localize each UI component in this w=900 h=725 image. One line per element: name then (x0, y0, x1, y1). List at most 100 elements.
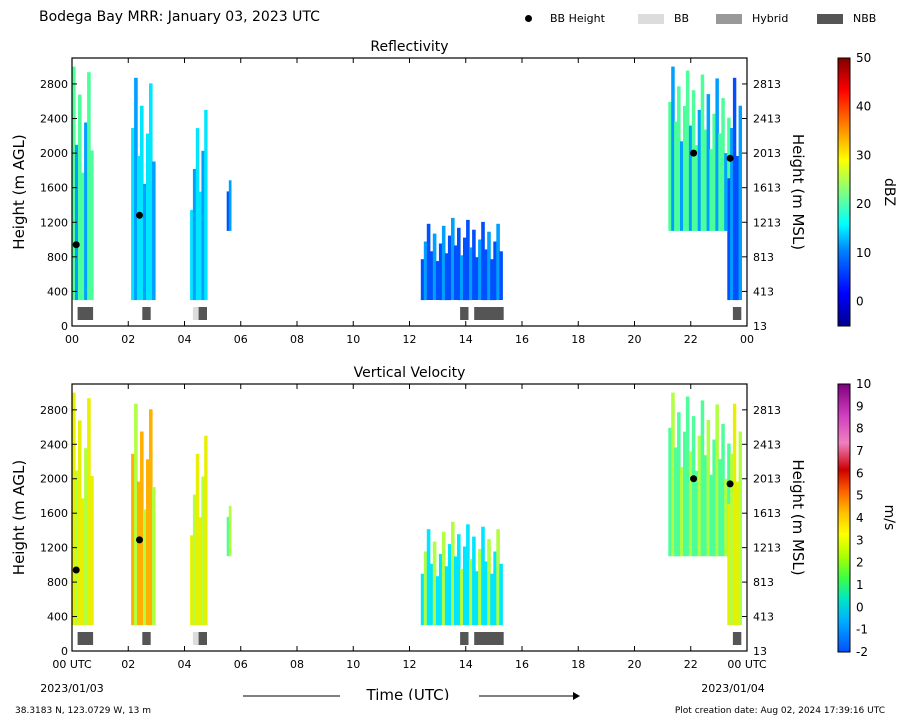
echo-strip (691, 90, 696, 231)
echo-strip (444, 253, 449, 301)
echo-strip (688, 125, 693, 231)
echo-strip (447, 235, 452, 301)
y-tick-label: 2000 (40, 473, 68, 486)
echo-strip (429, 563, 434, 626)
echo-strip (423, 241, 428, 301)
echo-strip (732, 77, 737, 301)
echo-strip (469, 558, 473, 626)
colorbar-tick-label: 0 (856, 295, 864, 309)
y2-tick-label: 1213 (753, 216, 781, 229)
y-axis-label: Height (m AGL) (10, 460, 28, 575)
chart-title: Reflectivity (370, 39, 448, 55)
echo-strip (677, 412, 681, 557)
echo-strip (435, 261, 440, 300)
y-tick-label: 2400 (40, 438, 68, 451)
echo-strip (688, 451, 693, 557)
y-tick-label: 2800 (40, 404, 68, 417)
bb-class-bar (460, 632, 469, 645)
echo-strip (691, 416, 696, 557)
y-tick-label: 1600 (40, 507, 68, 520)
x-axis-arrowhead (573, 692, 580, 700)
creation-date: Plot creation date: Aug 02, 2024 17:39:1… (674, 706, 885, 716)
echo-strip (426, 223, 431, 300)
echo-strip (195, 453, 200, 626)
echo-strip (201, 476, 205, 626)
bb-height-point (72, 241, 80, 249)
bb-class-bar (198, 307, 207, 320)
y-tick-label: 1200 (40, 542, 68, 555)
bb-height-marker-icon (525, 15, 532, 22)
colorbar-tick-label: 2 (856, 556, 864, 570)
colorbar-tick-label: 0 (856, 600, 864, 614)
echo-strip (727, 503, 731, 626)
echo-strip (715, 78, 719, 231)
bb-class-bar (732, 632, 742, 645)
colorbar-label: dBZ (881, 178, 897, 206)
echo-strip (149, 409, 153, 626)
echo-strip (694, 145, 699, 231)
echo-strip (674, 121, 678, 231)
y-tick-label: 400 (47, 611, 68, 624)
x-tick-label: 06 (234, 333, 248, 346)
echo-strip (460, 255, 464, 301)
x-tick-label: 00 (65, 333, 79, 346)
echo-strip (429, 251, 434, 300)
y-tick-label: 1200 (40, 216, 68, 229)
echo-strip (668, 427, 672, 557)
y-axis-label: Height (m AGL) (10, 134, 28, 249)
y-tick-label: 1600 (40, 182, 68, 195)
echo-strip (680, 141, 684, 231)
legend-item-hybrid: Hybrid (716, 12, 788, 25)
x-tick-label: 20 (628, 658, 642, 671)
colorbar-tick-label: 7 (856, 444, 864, 458)
x-tick-label: 04 (178, 658, 192, 671)
echo-strip (190, 209, 194, 300)
plot-frame (71, 383, 748, 652)
colorbar-tick-label: 9 (856, 399, 864, 413)
bb-class-bar (192, 632, 199, 645)
echo-strip (201, 150, 205, 301)
echo-strip (140, 105, 144, 300)
legend-label: Hybrid (752, 12, 789, 25)
echo-strip (451, 217, 455, 300)
echo-strip (706, 94, 711, 231)
bb-height-point (72, 566, 80, 574)
y-tick-label: 0 (61, 645, 68, 658)
colorbar-tick-label: 3 (856, 533, 864, 547)
echo-strip (472, 536, 476, 626)
echo-strip (735, 481, 740, 626)
y2-tick-label: 2413 (753, 113, 781, 126)
echo-strip (435, 576, 440, 626)
echo-strip (228, 180, 232, 231)
x-tick-label: 22 (684, 333, 698, 346)
echo-strip (131, 453, 135, 626)
x-tick-label: 02 (121, 658, 135, 671)
x-tick-label: 02 (121, 333, 135, 346)
echo-strip (721, 98, 725, 231)
colorbar (837, 383, 851, 653)
echo-strip (493, 241, 497, 301)
echo-strip (460, 568, 464, 626)
echo-strip (730, 453, 734, 626)
echo-strip (423, 551, 428, 626)
y-tick-label: 0 (61, 320, 68, 333)
plot-frame (71, 57, 748, 327)
echo-strip (469, 247, 473, 301)
echo-strip (478, 239, 482, 300)
chart-title: Vertical Velocity (354, 365, 466, 381)
bb-height-point (726, 154, 734, 162)
echo-strip (730, 128, 734, 300)
colorbar-tick-label: 50 (856, 51, 871, 65)
echo-strip (718, 133, 722, 231)
echo-strip (420, 573, 425, 626)
echo-strip (735, 156, 740, 301)
echo-strip (487, 539, 491, 626)
echo-strip (738, 105, 742, 300)
echo-strip (226, 191, 230, 231)
echo-strip (152, 487, 156, 626)
colorbar-tick-label: 10 (856, 377, 871, 391)
x-tick-label: 08 (290, 333, 304, 346)
echo-strip (72, 66, 76, 300)
legend-label: BB (674, 12, 690, 25)
echo-strip (709, 474, 713, 557)
